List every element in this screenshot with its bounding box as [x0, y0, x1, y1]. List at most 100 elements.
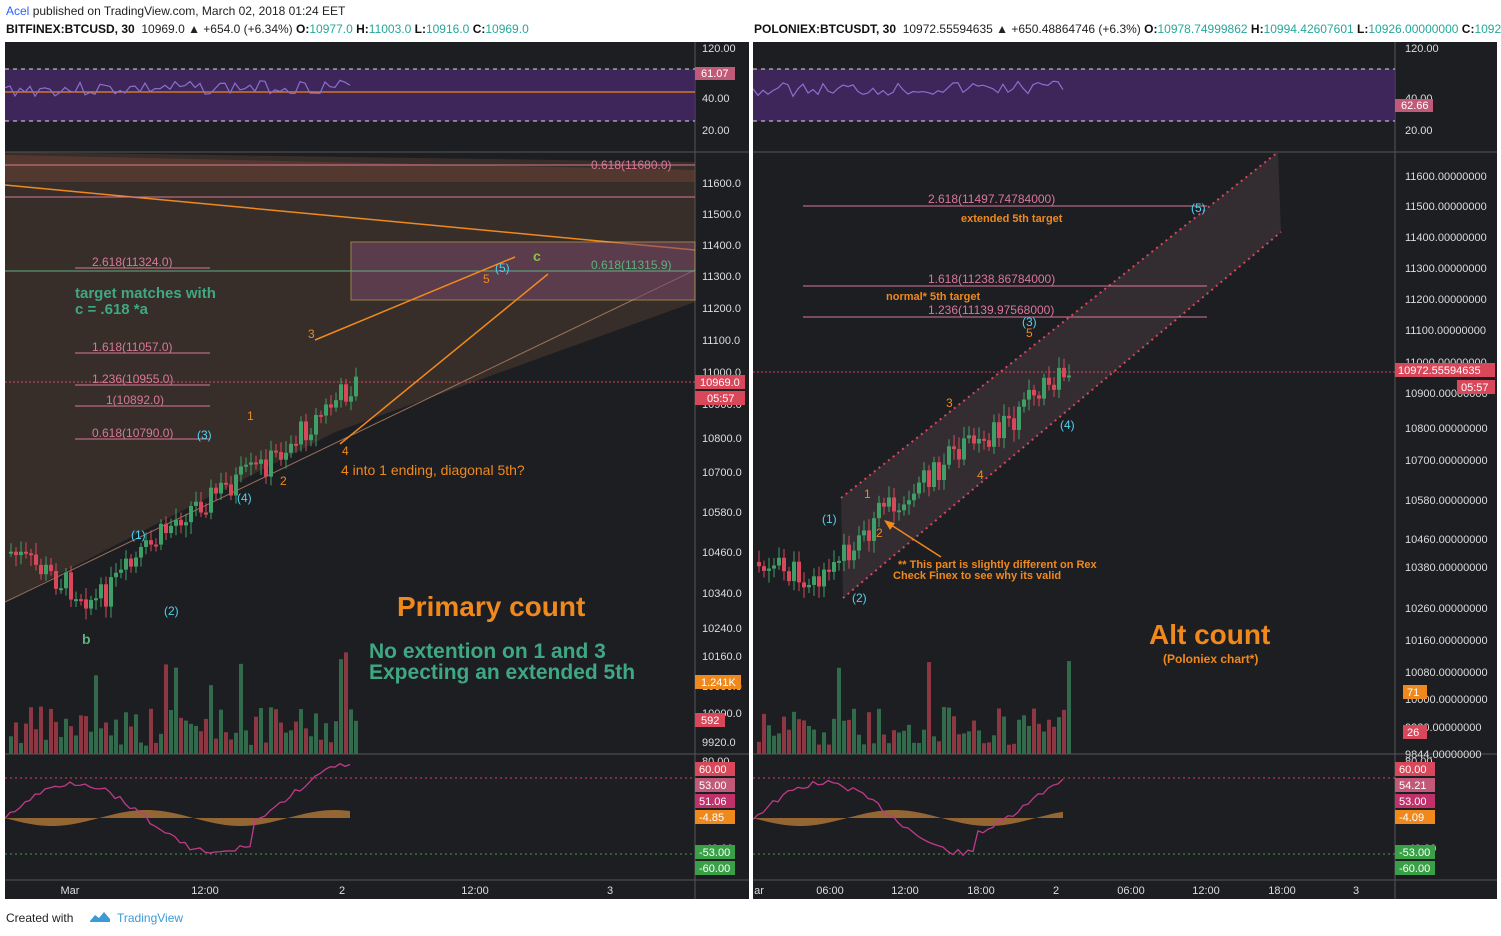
osc-badge-bg	[695, 794, 735, 808]
candle	[179, 519, 183, 526]
price-tick: 10460.00000000	[1405, 534, 1488, 546]
volume-bar	[1052, 726, 1056, 754]
top-bar: Acel published on TradingView.com, March…	[0, 0, 1501, 42]
volume-bar	[339, 659, 343, 754]
volume-bar	[49, 708, 53, 754]
candle	[209, 487, 213, 513]
time-axis[interactable]: Mar 12:00 2 12:00 3	[61, 885, 614, 897]
volume-bar	[957, 734, 961, 754]
right-symbol[interactable]: POLONIEX:BTCUSDT, 30	[754, 22, 897, 36]
volume-bar	[169, 710, 173, 754]
volume-bar	[59, 737, 63, 754]
volume-bar	[74, 735, 78, 754]
tradingview-logo-icon[interactable]	[88, 909, 112, 928]
candle	[997, 422, 1001, 439]
right-chart-svg[interactable]: 2.618(11497.74784000) 1.618(11238.867840…	[753, 42, 1497, 899]
candle	[44, 564, 48, 575]
candle	[762, 566, 766, 571]
price-tick: 10160.00000000	[1405, 635, 1488, 647]
volume-bar	[867, 712, 871, 754]
volume-bar	[812, 729, 816, 754]
volume-bar	[249, 744, 253, 754]
volume-bar	[44, 739, 48, 754]
osc-line	[753, 778, 1064, 857]
volume-bar	[69, 726, 73, 754]
left-chart-panel[interactable]: 0.618(11680.0) 0.618(11315.9) 2.618(1132…	[5, 42, 749, 899]
rsi-tick: 20.00	[1405, 125, 1433, 137]
price-tick: 11400.0	[702, 240, 741, 252]
rsi-band	[753, 69, 1395, 121]
left-chart-svg[interactable]: 0.618(11680.0) 0.618(11315.9) 2.618(1132…	[5, 42, 749, 899]
tradingview-brand[interactable]: TradingView	[117, 911, 184, 925]
candle	[229, 484, 233, 496]
time-tick: ar	[754, 885, 764, 897]
price-tick: 10700.00000000	[1405, 455, 1488, 467]
candle	[1027, 389, 1031, 400]
author-link[interactable]: Acel	[6, 4, 30, 18]
volume-bar	[234, 732, 238, 754]
volume-bar	[1017, 719, 1021, 754]
volume-bar	[967, 731, 971, 754]
candle	[922, 470, 926, 483]
volume-bar	[942, 707, 946, 754]
osc-badge: 53.00	[1399, 796, 1427, 808]
fib-label: 0.618(11315.9)	[591, 258, 672, 272]
created-with: Created with	[6, 911, 74, 925]
candle	[259, 459, 263, 464]
candle	[1002, 415, 1006, 439]
volume-bar	[344, 652, 348, 754]
price-tick: 11600.00000000	[1405, 171, 1487, 183]
candle	[19, 551, 23, 556]
alt-count-sub: (Poloniex chart*)	[1163, 652, 1258, 666]
osc-badge-bg	[1395, 762, 1435, 776]
osc-histogram	[5, 810, 350, 826]
candle	[99, 584, 103, 599]
wave-label: (2)	[852, 591, 867, 605]
left-symbol[interactable]: BITFINEX:BTCUSD, 30	[6, 22, 135, 36]
wave-label: (4)	[1060, 418, 1075, 432]
osc-badge-bg	[695, 778, 735, 792]
target-note-line: target matches with	[75, 285, 216, 302]
candle	[9, 551, 13, 554]
volume-bar	[304, 728, 308, 754]
volume-bar	[892, 730, 896, 754]
candle	[124, 558, 128, 570]
candle	[1042, 377, 1046, 399]
volume-bar	[289, 730, 293, 754]
candle	[1012, 418, 1016, 430]
candles	[9, 367, 358, 620]
candle	[1032, 389, 1036, 396]
volume-bar	[19, 742, 23, 754]
candle	[134, 557, 138, 567]
candle	[987, 440, 991, 447]
volume-bar	[987, 742, 991, 754]
volume-bar	[99, 728, 103, 754]
volume-bar	[334, 721, 338, 754]
price-tick: 10580.0	[702, 507, 742, 519]
alt-count-title: Alt count	[1149, 619, 1270, 650]
price-tick: 10080.00000000	[1405, 667, 1488, 679]
note-line-1: ** This part is slightly different on Re…	[898, 559, 1098, 571]
right-chart-panel[interactable]: 2.618(11497.74784000) 1.618(11238.867840…	[753, 42, 1497, 899]
volume-bar	[79, 715, 83, 754]
volume-bar	[224, 732, 228, 754]
wave-label: 2	[876, 526, 883, 540]
candle	[1007, 415, 1011, 419]
time-axis[interactable]: ar 06:00 12:00 18:00 2 06:00 12:00 18:00 3	[754, 885, 1359, 897]
wave-label: (5)	[1191, 201, 1206, 215]
diagonal-note: 4 into 1 ending, diagonal 5th?	[341, 462, 525, 478]
candle	[269, 450, 273, 477]
volume-bar	[309, 736, 313, 754]
candle	[144, 540, 148, 547]
price-tick: 10340.0	[702, 588, 742, 600]
volume-bar	[1002, 716, 1006, 754]
osc-badge: 60.00	[699, 764, 727, 776]
candle	[214, 487, 218, 494]
volume-bar	[164, 664, 168, 754]
candle	[174, 519, 178, 526]
candle	[189, 505, 193, 523]
candle	[159, 523, 163, 545]
candle	[887, 497, 891, 507]
price-tick: 11100.0	[702, 335, 740, 347]
candle	[902, 504, 906, 511]
